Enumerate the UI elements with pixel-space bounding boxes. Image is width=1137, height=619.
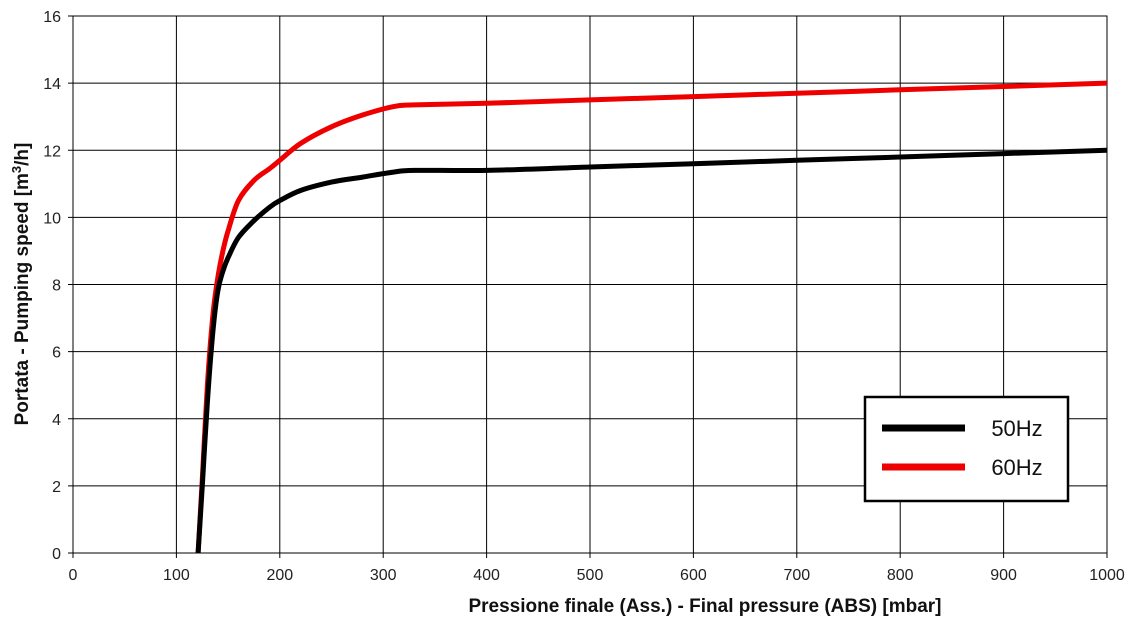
x-tick-label-1: 100 [163,567,190,584]
series-line-50hz [195,147,1108,554]
x-tick-label-7: 700 [783,567,810,584]
x-tick-label-5: 500 [577,567,604,584]
plot-frame [72,15,1108,554]
y-tick-label-7: 14 [43,76,61,93]
legend: 50Hz 60Hz [863,395,1070,503]
y-tick-label-2: 4 [52,412,61,429]
y-tick-label-0: 0 [52,546,61,563]
x-tick-label-8: 800 [887,567,914,584]
y-tick-label-6: 12 [43,143,61,160]
x-tick-label-9: 900 [990,567,1017,584]
x-tick-label-10: 1000 [1089,567,1125,584]
y-tick-label-5: 10 [43,210,61,227]
x-tick-label-6: 600 [680,567,707,584]
x-tick-label-3: 300 [370,567,397,584]
y-axis-title: Portata - Pumping speed [m3/h] [9,143,33,426]
series-lines [195,80,1108,554]
x-axis-title: Pressione finale (Ass.) - Final pressure… [468,596,941,617]
y-tick-label-1: 2 [52,479,61,496]
legend-box [863,395,1070,503]
x-tick-label-4: 400 [473,567,500,584]
y-tick-label-3: 6 [52,345,61,362]
y-tick-labels: 0 2 4 6 8 10 12 14 16 [43,9,61,563]
legend-label-60hz: 60Hz [991,455,1042,480]
x-tick-label-0: 0 [69,567,78,584]
x-tick-labels: 0 100 200 300 400 500 600 700 800 900 1000 [69,567,1125,584]
legend-label-50hz: 50Hz [991,416,1042,441]
y-tick-label-8: 16 [43,9,61,26]
y-axis-title-superscript: 3 [9,166,24,173]
y-tick-label-4: 8 [52,278,61,295]
x-tick-label-2: 200 [266,567,293,584]
